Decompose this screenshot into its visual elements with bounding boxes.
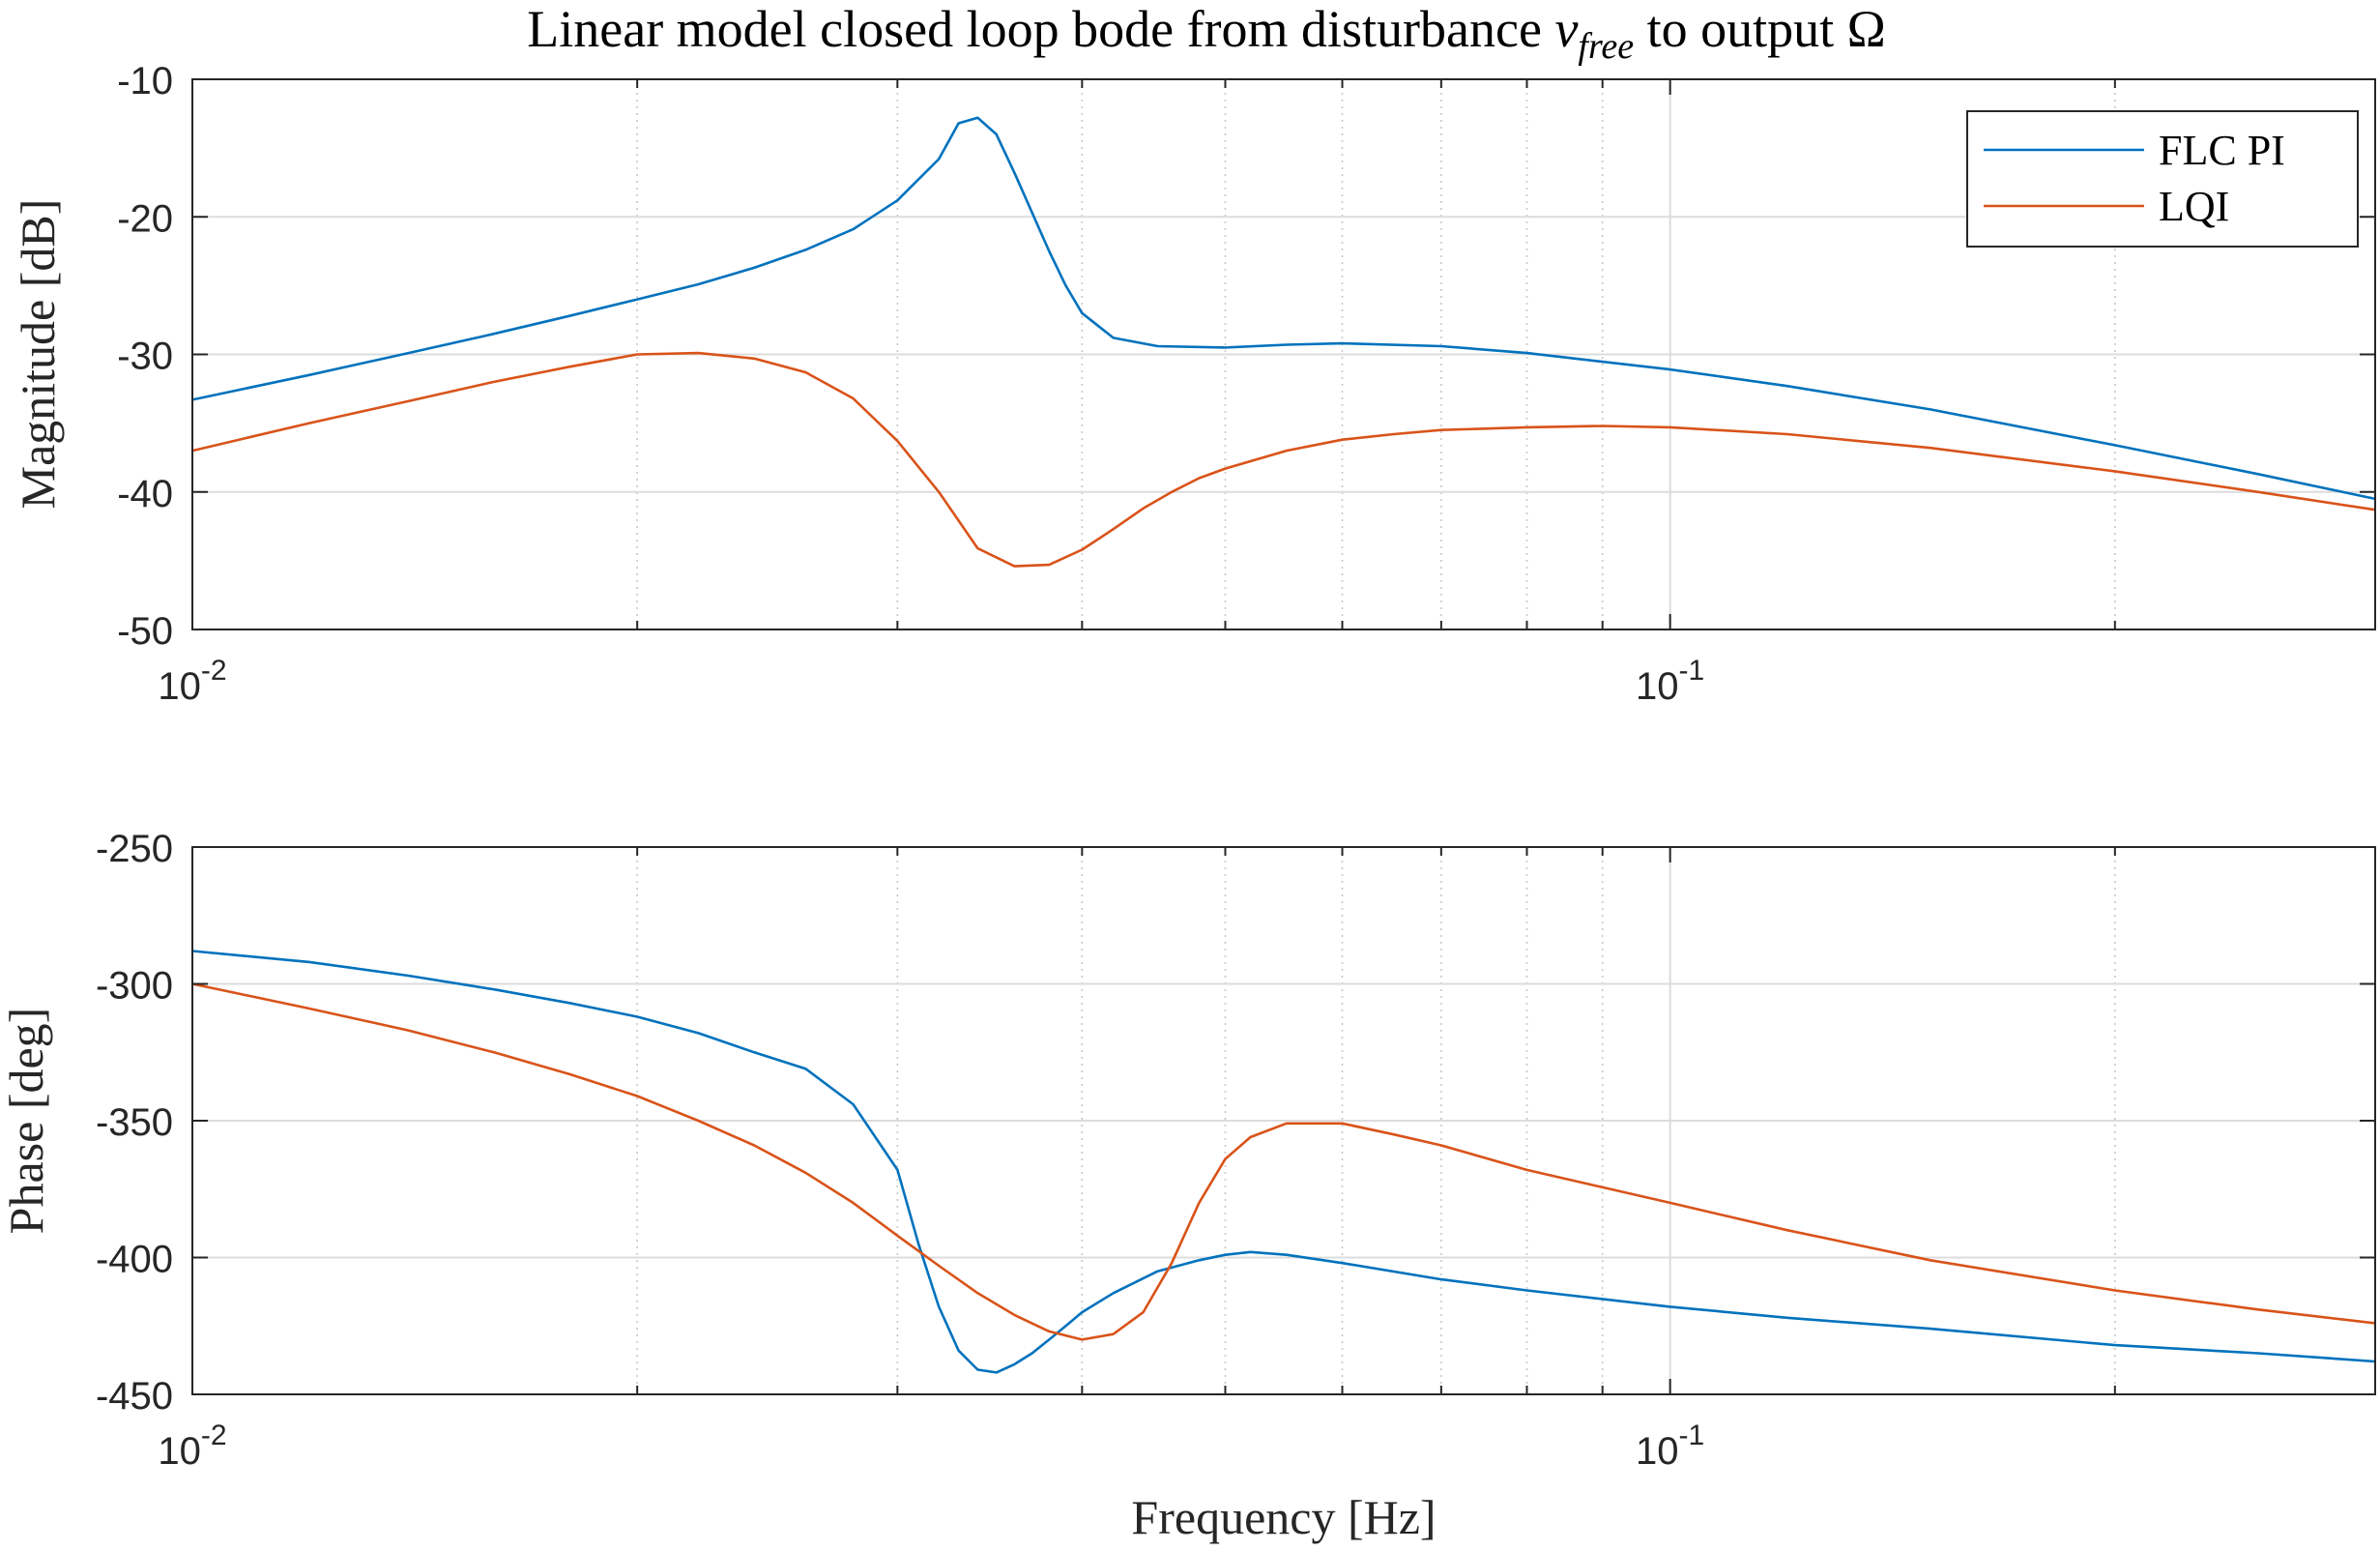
y-tick-label: -10 [117, 60, 173, 102]
chart-title: Linear model closed loop bode from distu… [527, 0, 1885, 67]
y-axis-label: Phase [deg] [0, 1008, 53, 1235]
legend-entry-label: FLC PI [2159, 127, 2285, 174]
title-main: Linear model closed loop bode from distu… [527, 0, 1554, 58]
series-line-flc-pi [191, 950, 2376, 1374]
y-tick-label: -30 [117, 336, 173, 378]
series-line-lqi [191, 982, 2376, 1341]
legend: FLC PI LQI [1966, 110, 2359, 248]
title-subscript: free [1578, 26, 1634, 67]
y-tick-label: -40 [117, 473, 173, 515]
y-tick-label: -300 [96, 965, 173, 1008]
y-tick-label: -450 [96, 1375, 173, 1418]
y-grid [192, 982, 2375, 1259]
x-tick-label: 10-1 [1636, 655, 1704, 708]
y-tick-label: -350 [96, 1101, 173, 1144]
x-tick-base: 10 [158, 665, 201, 708]
x-tick-base: 10 [1636, 665, 1679, 708]
y-tick-label: -250 [96, 828, 173, 870]
series-line-flc-pi [191, 116, 2376, 501]
legend-entry-label: LQI [2159, 183, 2229, 230]
x-tick-exponent: -2 [201, 1419, 227, 1451]
y-tick-label: -20 [117, 197, 173, 240]
legend-box [1966, 110, 2359, 248]
x-tick-exponent: -2 [201, 655, 227, 687]
x-axis-label: Frequency [Hz] [1131, 1490, 1436, 1544]
x-tick-exponent: -1 [1679, 1419, 1705, 1451]
y-axis-label: Magnitude [dB] [11, 199, 65, 510]
x-tick-label: 10-1 [1636, 1419, 1704, 1473]
y-tick-label: -50 [117, 610, 173, 653]
y-tick-label: -400 [96, 1239, 173, 1281]
x-tick-label: 10-2 [158, 655, 226, 708]
x-tick-base: 10 [1636, 1430, 1679, 1473]
title-variable: v [1554, 0, 1578, 58]
x-tick-base: 10 [158, 1430, 201, 1473]
x-tick-exponent: -1 [1679, 655, 1705, 687]
series-line-lqi [191, 351, 2376, 568]
title-tail: to output Ω [1634, 0, 1886, 58]
x-tick-label: 10-2 [158, 1419, 226, 1473]
